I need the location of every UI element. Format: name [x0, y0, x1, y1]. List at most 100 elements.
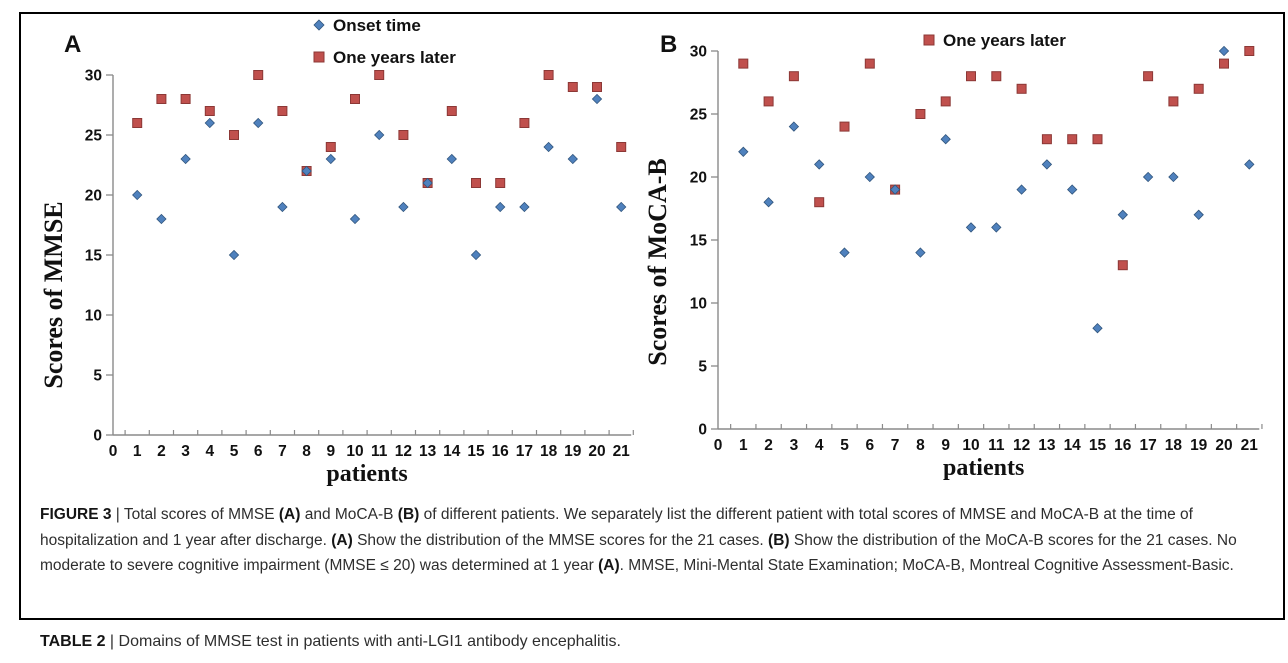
x-tick-label: 5	[230, 443, 239, 460]
data-point-one-year-later	[592, 82, 602, 92]
data-point-one-year-later	[204, 106, 215, 116]
data-point-one-year-later	[991, 71, 1002, 82]
data-point-onset	[788, 121, 800, 132]
x-tick-label: 16	[492, 443, 510, 460]
x-tick-label: 7	[891, 437, 900, 454]
text-segment: (A)	[598, 557, 620, 574]
data-point-one-year-later	[839, 121, 850, 132]
data-point-onset	[965, 222, 977, 233]
x-tick-label: 11	[371, 443, 388, 460]
y-tick-label: 20	[690, 170, 707, 187]
data-point-onset	[1193, 209, 1204, 220]
y-tick-label: 5	[698, 359, 707, 376]
x-tick-label: 8	[916, 437, 925, 454]
data-point-onset	[1168, 171, 1179, 183]
x-tick-label: 12	[395, 443, 412, 460]
x-tick-label: 1	[739, 437, 748, 454]
panel-B	[711, 34, 1263, 430]
data-point-one-year-later	[567, 82, 578, 92]
text-segment: | Domains of MMSE test in patients with …	[105, 633, 621, 650]
data-point-onset	[349, 213, 361, 225]
x-tick-label: 9	[326, 443, 335, 460]
data-point-onset	[814, 159, 825, 170]
x-tick-label: 17	[516, 443, 533, 460]
legend-label: One years later	[943, 31, 1066, 50]
x-tick-label: 21	[613, 443, 631, 460]
x-tick-label: 0	[714, 437, 723, 454]
x-tick-label: 8	[302, 443, 311, 460]
data-point-one-year-later	[1067, 134, 1078, 145]
data-point-onset	[519, 201, 530, 213]
data-point-one-year-later	[229, 130, 239, 140]
x-tick-label: 14	[1064, 437, 1082, 454]
data-point-one-year-later	[543, 70, 554, 80]
y-tick-label: 30	[85, 68, 102, 85]
data-point-one-year-later	[471, 178, 481, 188]
figure-caption: FIGURE 3 | Total scores of MMSE (A) and …	[40, 502, 1252, 579]
y-tick-label: 15	[690, 233, 708, 250]
data-point-one-year-later	[616, 142, 627, 152]
text-segment: TABLE 2	[40, 633, 106, 650]
data-point-one-year-later	[966, 71, 976, 82]
y-tick-label: 10	[690, 296, 707, 313]
data-point-onset	[132, 189, 143, 201]
data-point-onset	[991, 222, 1002, 233]
data-point-one-year-later	[325, 142, 336, 152]
x-axis-title: patients	[326, 461, 407, 487]
text-segment: FIGURE 3	[40, 506, 112, 523]
data-point-one-year-later	[495, 178, 506, 188]
data-point-one-year-later	[1193, 83, 1204, 94]
x-axis-title: patients	[943, 455, 1024, 481]
data-point-onset	[446, 153, 457, 165]
x-tick-label: 10	[346, 443, 363, 460]
data-point-one-year-later	[1168, 96, 1179, 107]
data-point-one-year-later	[814, 197, 825, 208]
data-point-onset	[738, 146, 749, 157]
data-point-onset	[398, 201, 409, 213]
text-segment: (A)	[278, 506, 301, 523]
y-tick-label: 10	[85, 308, 102, 325]
x-tick-label: 15	[467, 443, 485, 460]
data-point-one-year-later	[180, 94, 191, 104]
x-tick-label: 13	[419, 443, 437, 460]
x-tick-label: 6	[865, 437, 874, 454]
data-point-onset	[180, 153, 191, 165]
y-tick-label: 20	[85, 188, 102, 205]
data-point-one-year-later	[277, 106, 288, 116]
x-tick-label: 1	[133, 443, 142, 460]
x-tick-label: 20	[1215, 437, 1232, 454]
data-point-onset	[1092, 323, 1103, 334]
y-tick-label: 0	[698, 422, 707, 439]
x-tick-label: 3	[790, 437, 799, 454]
data-point-one-year-later	[1244, 46, 1255, 56]
text-segment: Show the distribution of the MMSE scores…	[352, 531, 769, 549]
y-axis-title: Scores of MoCA-B	[643, 158, 672, 365]
data-point-onset	[1218, 45, 1230, 57]
data-point-one-year-later	[1016, 83, 1027, 94]
data-point-onset	[1244, 159, 1255, 170]
x-tick-label: 19	[1190, 437, 1208, 454]
text-segment: (A)	[331, 531, 353, 549]
data-point-onset	[616, 201, 627, 213]
data-point-onset	[470, 249, 482, 261]
data-point-onset	[1117, 209, 1128, 220]
data-point-onset	[591, 93, 603, 105]
text-segment: of different patients. We separately lis…	[40, 506, 1193, 549]
x-tick-label: 4	[205, 443, 214, 460]
text-segment: and MoCA-B	[300, 506, 398, 523]
x-tick-label: 7	[278, 443, 287, 460]
panel-letter: B	[660, 31, 677, 58]
legend-marker-square	[923, 34, 935, 46]
x-tick-label: 19	[564, 443, 582, 460]
x-tick-label: 5	[840, 437, 849, 454]
y-axis-title: Scores of MMSE	[39, 201, 68, 388]
data-point-onset	[228, 249, 240, 261]
x-tick-label: 6	[254, 443, 263, 460]
x-tick-label: 12	[1013, 437, 1030, 454]
data-point-one-year-later	[1143, 71, 1154, 82]
data-point-onset	[567, 153, 578, 165]
data-point-onset	[763, 197, 774, 208]
data-point-one-year-later	[156, 94, 167, 104]
